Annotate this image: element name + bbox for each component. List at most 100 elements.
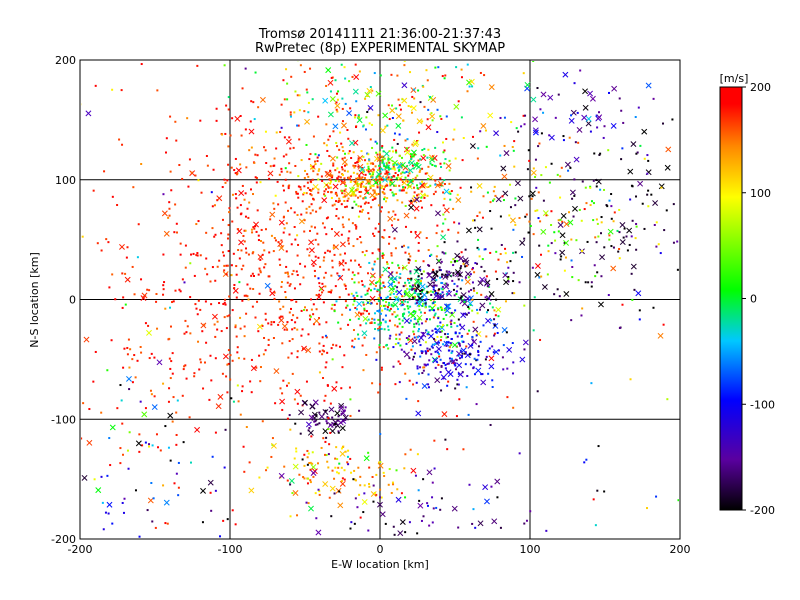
dot-marker <box>433 164 436 167</box>
dot-marker <box>252 101 255 104</box>
dot-marker <box>424 350 427 353</box>
dot-marker <box>346 199 349 202</box>
dot-marker <box>270 323 273 326</box>
dot-marker <box>618 327 621 330</box>
dot-marker <box>428 309 431 312</box>
dot-marker <box>367 212 370 215</box>
dot-marker <box>155 300 158 303</box>
dot-marker <box>347 197 350 200</box>
dot-marker <box>457 318 460 321</box>
dot-marker <box>307 186 310 189</box>
dot-marker <box>478 308 481 311</box>
dot-marker <box>421 350 424 353</box>
dot-marker <box>496 278 499 281</box>
dot-marker <box>240 249 243 252</box>
dot-marker <box>491 379 494 382</box>
dot-marker <box>459 186 462 189</box>
dot-marker <box>470 288 473 291</box>
dot-marker <box>531 266 534 269</box>
cross-marker <box>339 425 346 432</box>
dot-marker <box>396 325 399 328</box>
dot-marker <box>536 87 539 90</box>
dot-marker <box>318 342 321 345</box>
dot-marker <box>460 335 463 338</box>
dot-marker <box>118 138 121 141</box>
dot-marker <box>436 292 439 295</box>
dot-marker <box>144 407 147 410</box>
dot-marker <box>443 179 446 182</box>
dot-marker <box>511 145 514 148</box>
dot-marker <box>362 185 365 188</box>
dot-marker <box>397 174 400 177</box>
dot-marker <box>382 150 385 153</box>
dot-marker <box>554 239 557 242</box>
dot-marker <box>594 275 597 278</box>
dot-marker <box>201 330 204 333</box>
colorbar-tick-label: 100 <box>750 187 771 200</box>
dot-marker <box>227 163 230 166</box>
dot-marker <box>414 290 417 293</box>
dot-marker <box>327 428 330 431</box>
cross-marker <box>619 239 626 246</box>
dot-marker <box>374 284 377 287</box>
dot-marker <box>330 196 333 199</box>
dot-marker <box>573 194 576 197</box>
dot-marker <box>358 263 361 266</box>
dot-marker <box>218 302 221 305</box>
dot-marker <box>408 298 411 301</box>
dot-marker <box>557 93 560 96</box>
dot-marker <box>455 415 458 418</box>
cross-marker <box>332 183 339 190</box>
dot-marker <box>430 112 433 115</box>
cross-marker <box>216 195 223 202</box>
dot-marker <box>464 363 467 366</box>
dot-marker <box>365 249 368 252</box>
dot-marker <box>341 107 344 110</box>
dot-marker <box>297 243 300 246</box>
dot-marker <box>558 295 561 298</box>
dot-marker <box>433 277 436 280</box>
dot-marker <box>352 294 355 297</box>
dot-marker <box>88 408 91 411</box>
dot-marker <box>382 471 385 474</box>
dot-marker <box>151 520 154 523</box>
dot-marker <box>371 252 374 255</box>
dot-marker <box>493 334 496 337</box>
dot-marker <box>412 355 415 358</box>
dot-marker <box>324 285 327 288</box>
cross-marker <box>86 439 93 446</box>
dot-marker <box>603 246 606 249</box>
cross-marker <box>435 210 441 217</box>
dot-marker <box>436 335 439 338</box>
dot-marker <box>550 242 553 245</box>
dot-marker <box>246 283 249 286</box>
dot-marker <box>602 136 605 139</box>
dot-marker <box>322 301 325 304</box>
dot-marker <box>535 186 538 189</box>
dot-marker <box>442 343 445 346</box>
dot-marker <box>381 161 384 164</box>
dot-marker <box>424 306 427 309</box>
dot-marker <box>377 204 380 207</box>
dot-marker <box>426 502 429 505</box>
dot-marker <box>662 122 665 125</box>
dot-marker <box>628 243 631 246</box>
dot-marker <box>116 407 119 410</box>
dot-marker <box>326 422 329 425</box>
dot-marker <box>343 177 346 180</box>
dot-marker <box>122 453 125 456</box>
dot-marker <box>287 209 290 212</box>
dot-marker <box>439 115 442 118</box>
dot-marker <box>289 283 292 286</box>
dot-marker <box>371 268 374 271</box>
dot-marker <box>169 170 172 173</box>
dot-marker <box>415 381 418 384</box>
dot-marker <box>631 298 634 301</box>
dot-marker <box>401 319 404 322</box>
dot-marker <box>280 285 283 288</box>
dot-marker <box>107 512 110 515</box>
dot-marker <box>370 321 373 324</box>
cross-marker <box>517 195 524 202</box>
dot-marker <box>493 185 496 188</box>
dot-marker <box>199 358 202 361</box>
